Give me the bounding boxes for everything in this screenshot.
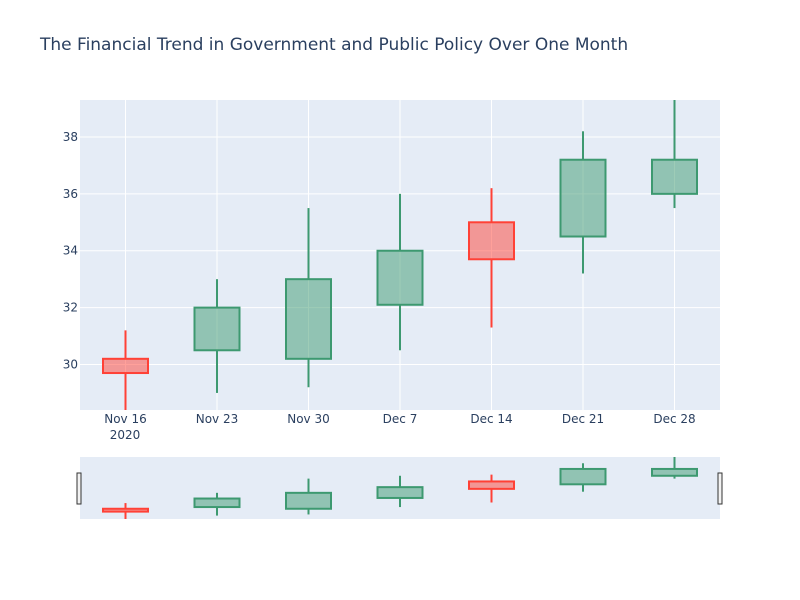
candle-body-increasing [193,497,241,509]
candle-body-increasing [559,467,607,486]
y-tick-label: 30 [63,357,78,371]
x-tick-label: Dec 28 [653,412,695,426]
x-axis: Nov 16 Nov 23 Nov 30 Dec 7 Dec 14 Dec 21 Dec 2… [104,412,695,426]
candle-body-increasing [651,467,698,477]
range-slider-left-handle[interactable] [76,472,82,505]
x-tick-label: Dec 21 [562,412,604,426]
candle-body-increasing [285,491,332,510]
candle-body-increasing [285,278,332,360]
range-slider-candles [102,457,698,519]
candle-body-decreasing [468,480,515,490]
x-tick-label: Nov 30 [287,412,330,426]
x-tick-label: Nov 16 [104,412,147,426]
y-tick-label: 38 [63,130,78,144]
candle-body-increasing [559,158,607,238]
candle-body-decreasing [468,221,515,261]
candle-body-increasing [376,249,424,306]
candle-body-increasing [651,158,698,195]
x-axis-year-label: 2020 [110,428,141,442]
candle-body-decreasing [102,357,149,375]
candle-body-increasing [193,306,241,352]
x-tick-label: Nov 23 [196,412,239,426]
candles [102,100,698,410]
y-tick-label: 34 [63,244,78,258]
y-axis: 30 32 34 36 38 [63,130,78,372]
x-tick-label: Dec 14 [470,412,512,426]
y-tick-label: 36 [63,187,78,201]
candle-body-increasing [376,486,424,499]
chart-title: The Financial Trend in Government and Pu… [39,35,628,55]
candle-body-decreasing [102,507,149,513]
range-slider-right-handle[interactable] [717,472,723,505]
y-tick-label: 32 [63,301,78,315]
x-tick-label: Dec 7 [383,412,418,426]
